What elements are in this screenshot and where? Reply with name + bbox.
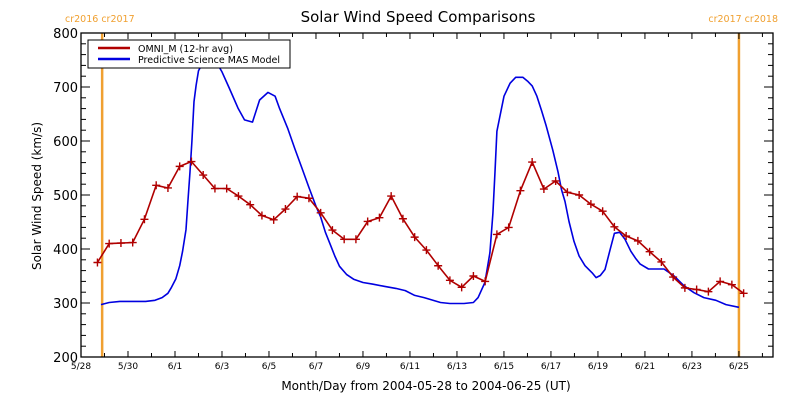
data-point-omni: [199, 171, 208, 180]
data-point-omni: [692, 285, 701, 294]
data-point-omni: [128, 238, 137, 247]
carrington-labels: cr2016 cr2017 cr2017 cr2018: [65, 14, 778, 25]
data-point-omni: [175, 162, 184, 171]
y-tick-label: 300: [53, 297, 78, 312]
x-tick-label: 6/15: [494, 362, 514, 372]
data-point-omni: [727, 280, 736, 289]
chart-title: Solar Wind Speed Comparisons: [301, 8, 536, 26]
carrington-label-left: cr2016 cr2017: [65, 14, 135, 25]
y-tick-label: 700: [53, 81, 78, 96]
x-tick-label: 6/1: [168, 362, 182, 372]
data-point-omni: [563, 188, 572, 197]
data-point-omni: [610, 222, 619, 231]
data-point-omni: [657, 257, 666, 266]
y-axis-label: Solar Wind Speed (km/s): [30, 122, 44, 270]
x-axis-label: Month/Day from 2004-05-28 to 2004-06-25 …: [281, 379, 570, 393]
y-tick-label: 600: [53, 135, 78, 150]
data-point-omni: [528, 158, 537, 167]
data-point-omni: [516, 186, 525, 195]
x-tick-label: 5/28: [71, 362, 91, 372]
data-point-omni: [351, 235, 360, 244]
x-tick-label: 6/3: [215, 362, 229, 372]
y-tick-label: 800: [53, 27, 78, 42]
data-point-omni: [234, 192, 243, 201]
data-point-omni: [281, 205, 290, 214]
data-point-omni: [716, 277, 725, 286]
x-tick-label: 6/5: [262, 362, 276, 372]
data-point-omni: [680, 283, 689, 292]
x-tick-label: 6/13: [447, 362, 467, 372]
data-point-omni: [622, 232, 631, 241]
data-point-omni: [316, 208, 325, 217]
data-point-omni: [246, 200, 255, 209]
data-point-omni: [457, 283, 466, 292]
data-point-omni: [387, 192, 396, 201]
data-point-omni: [152, 181, 161, 190]
data-point-omni: [304, 194, 313, 203]
data-point-omni: [375, 213, 384, 222]
carrington-label-right: cr2017 cr2018: [708, 14, 778, 25]
data-point-omni: [410, 233, 419, 242]
data-point-omni: [739, 289, 748, 298]
y-tick-label: 200: [53, 351, 78, 366]
y-tick-label: 400: [53, 243, 78, 258]
legend-label-mas: Predictive Science MAS Model: [138, 55, 280, 66]
data-point-omni: [93, 258, 102, 267]
x-tick-label: 6/9: [356, 362, 371, 372]
data-point-omni: [116, 239, 125, 248]
axes-frame: [80, 32, 774, 358]
data-point-omni: [504, 223, 513, 232]
x-tick-label: 6/11: [400, 362, 420, 372]
x-tick-label: 6/19: [588, 362, 608, 372]
data-point-omni: [598, 207, 607, 216]
data-point-omni: [140, 215, 149, 224]
legend: OMNI_M (12-hr avg) Predictive Science MA…: [87, 39, 291, 69]
data-point-omni: [469, 272, 478, 280]
x-tick-label: 6/7: [309, 362, 323, 372]
legend-label-omni: OMNI_M (12-hr avg): [138, 44, 233, 55]
x-tick-label: 6/17: [541, 362, 561, 372]
data-point-omni: [481, 277, 490, 286]
data-point-omni: [210, 184, 219, 193]
data-point-omni: [363, 217, 372, 226]
x-tick-label: 6/21: [635, 362, 655, 372]
data-point-omni: [163, 183, 172, 192]
x-tick-label: 5/30: [118, 362, 138, 372]
x-tick-label: 6/23: [682, 362, 702, 372]
data-point-omni: [257, 211, 266, 220]
y-tick-label: 500: [53, 189, 78, 204]
data-point-omni: [539, 185, 548, 194]
data-point-omni: [586, 200, 595, 209]
axes: 5/28 5/30 6/1 6/3 6/5 6/7 6/9 6/11 6/13 6/15 6/17 6…: [53, 27, 774, 372]
data-point-omni: [633, 236, 642, 245]
data-point-omni: [105, 239, 114, 248]
data-point-omni: [575, 191, 584, 199]
data-point-omni: [328, 226, 337, 235]
data-point-omni: [704, 287, 713, 296]
legend-box: [87, 39, 291, 69]
data-point-omni: [422, 246, 431, 255]
data-point-omni: [269, 215, 278, 224]
x-tick-label: 6/25: [729, 362, 749, 372]
data-point-omni: [492, 230, 501, 239]
data-point-omni: [187, 157, 196, 166]
data-point-omni: [222, 184, 231, 193]
data-point-omni: [293, 192, 302, 201]
data-point-omni: [645, 247, 654, 256]
data-point-omni: [434, 261, 443, 270]
data-point-omni: [398, 214, 407, 223]
plot-area: [93, 33, 748, 357]
data-point-omni: [445, 276, 454, 285]
data-point-omni: [551, 176, 560, 185]
data-point-omni: [669, 273, 678, 282]
series-line-omni: [96, 160, 745, 294]
series-line-mas: [100, 59, 740, 309]
data-point-omni: [340, 235, 349, 244]
